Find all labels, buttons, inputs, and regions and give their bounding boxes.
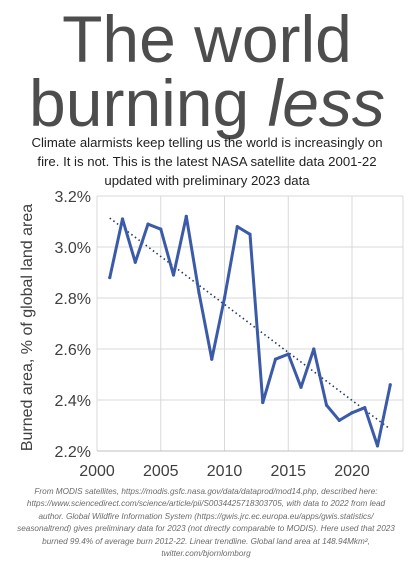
footnote-line-1: From MODIS satellites, https://modis.gsf… [34,487,378,496]
data-point [273,357,278,361]
x-tick-label: 2010 [207,463,243,480]
footnote-line-6: twitter.com/bjornlomborg [161,549,251,559]
x-tick-label: 2005 [143,463,179,480]
footnote-line-5: burned 99.4% of average burn 2012-22. Li… [42,536,370,546]
y-tick-label: 3.2% [55,189,91,206]
data-point [375,444,380,448]
data-point [286,352,290,356]
data-point [261,400,265,405]
y-tick-label: 2.8% [55,291,91,308]
source-footnote: From MODIS satellites, https://modis.gsf… [6,486,406,560]
data-point [337,418,341,422]
data-point [312,347,316,351]
y-tick-label: 2.4% [55,393,91,410]
burned-area-series-line [108,214,392,448]
y-tick-label: 2.6% [55,342,91,359]
data-point [363,406,367,410]
footnote-line-2: https://www.sciencedirect.com/science/ar… [26,499,386,509]
data-point [235,225,239,229]
data-point [184,214,188,218]
y-tick-label: 3.0% [55,240,91,257]
data-point [388,383,392,387]
data-points [108,214,392,448]
subtitle-line-1: Climate alarmists keep telling us the wo… [31,135,383,150]
footnote-line-3: author. Global Wildfire Information Syst… [38,511,374,521]
y-axis-label: Burned area, % of global land area [19,204,36,451]
data-point [210,357,214,361]
data-point [299,385,303,389]
headline-line-1: The world [62,2,352,76]
data-point [248,232,252,236]
data-point [108,276,112,280]
data-point [324,403,329,407]
subtitle-line-3: updated with preliminary 2023 data [104,173,310,188]
x-tick-label: 2000 [79,463,115,480]
data-point [171,273,176,277]
data-point [159,227,163,231]
y-tick-label: 2.2% [55,444,91,461]
headline-burning: burning [29,66,268,140]
y-tick-labels: 2.2% 2.4% 2.6% 2.8% 3.0% 3.2% [55,189,91,461]
data-point [120,217,125,221]
footnote-line-4: seasonaltrend) gives preliminary data fo… [17,524,395,534]
subtitle: Climate alarmists keep telling us the wo… [10,133,404,190]
headline-less: less [267,66,385,140]
data-point [197,291,201,295]
headline-line-2: burning less [0,70,414,136]
grid-lines [96,195,404,452]
x-tick-label: 2020 [334,463,370,480]
burned-area-chart: 2.2% 2.4% 2.6% 2.8% 3.0% 3.2% 2000 2005 2010 201… [19,189,404,480]
data-point [146,222,150,226]
data-point [133,260,137,264]
data-point [222,296,227,300]
data-point [350,411,354,415]
subtitle-line-2: fire. It is not. This is the latest NASA… [37,154,377,169]
linear-trendline [109,217,391,430]
x-tick-labels: 2000 2005 2010 2015 2020 [79,463,370,480]
x-tick-label: 2015 [270,463,306,480]
